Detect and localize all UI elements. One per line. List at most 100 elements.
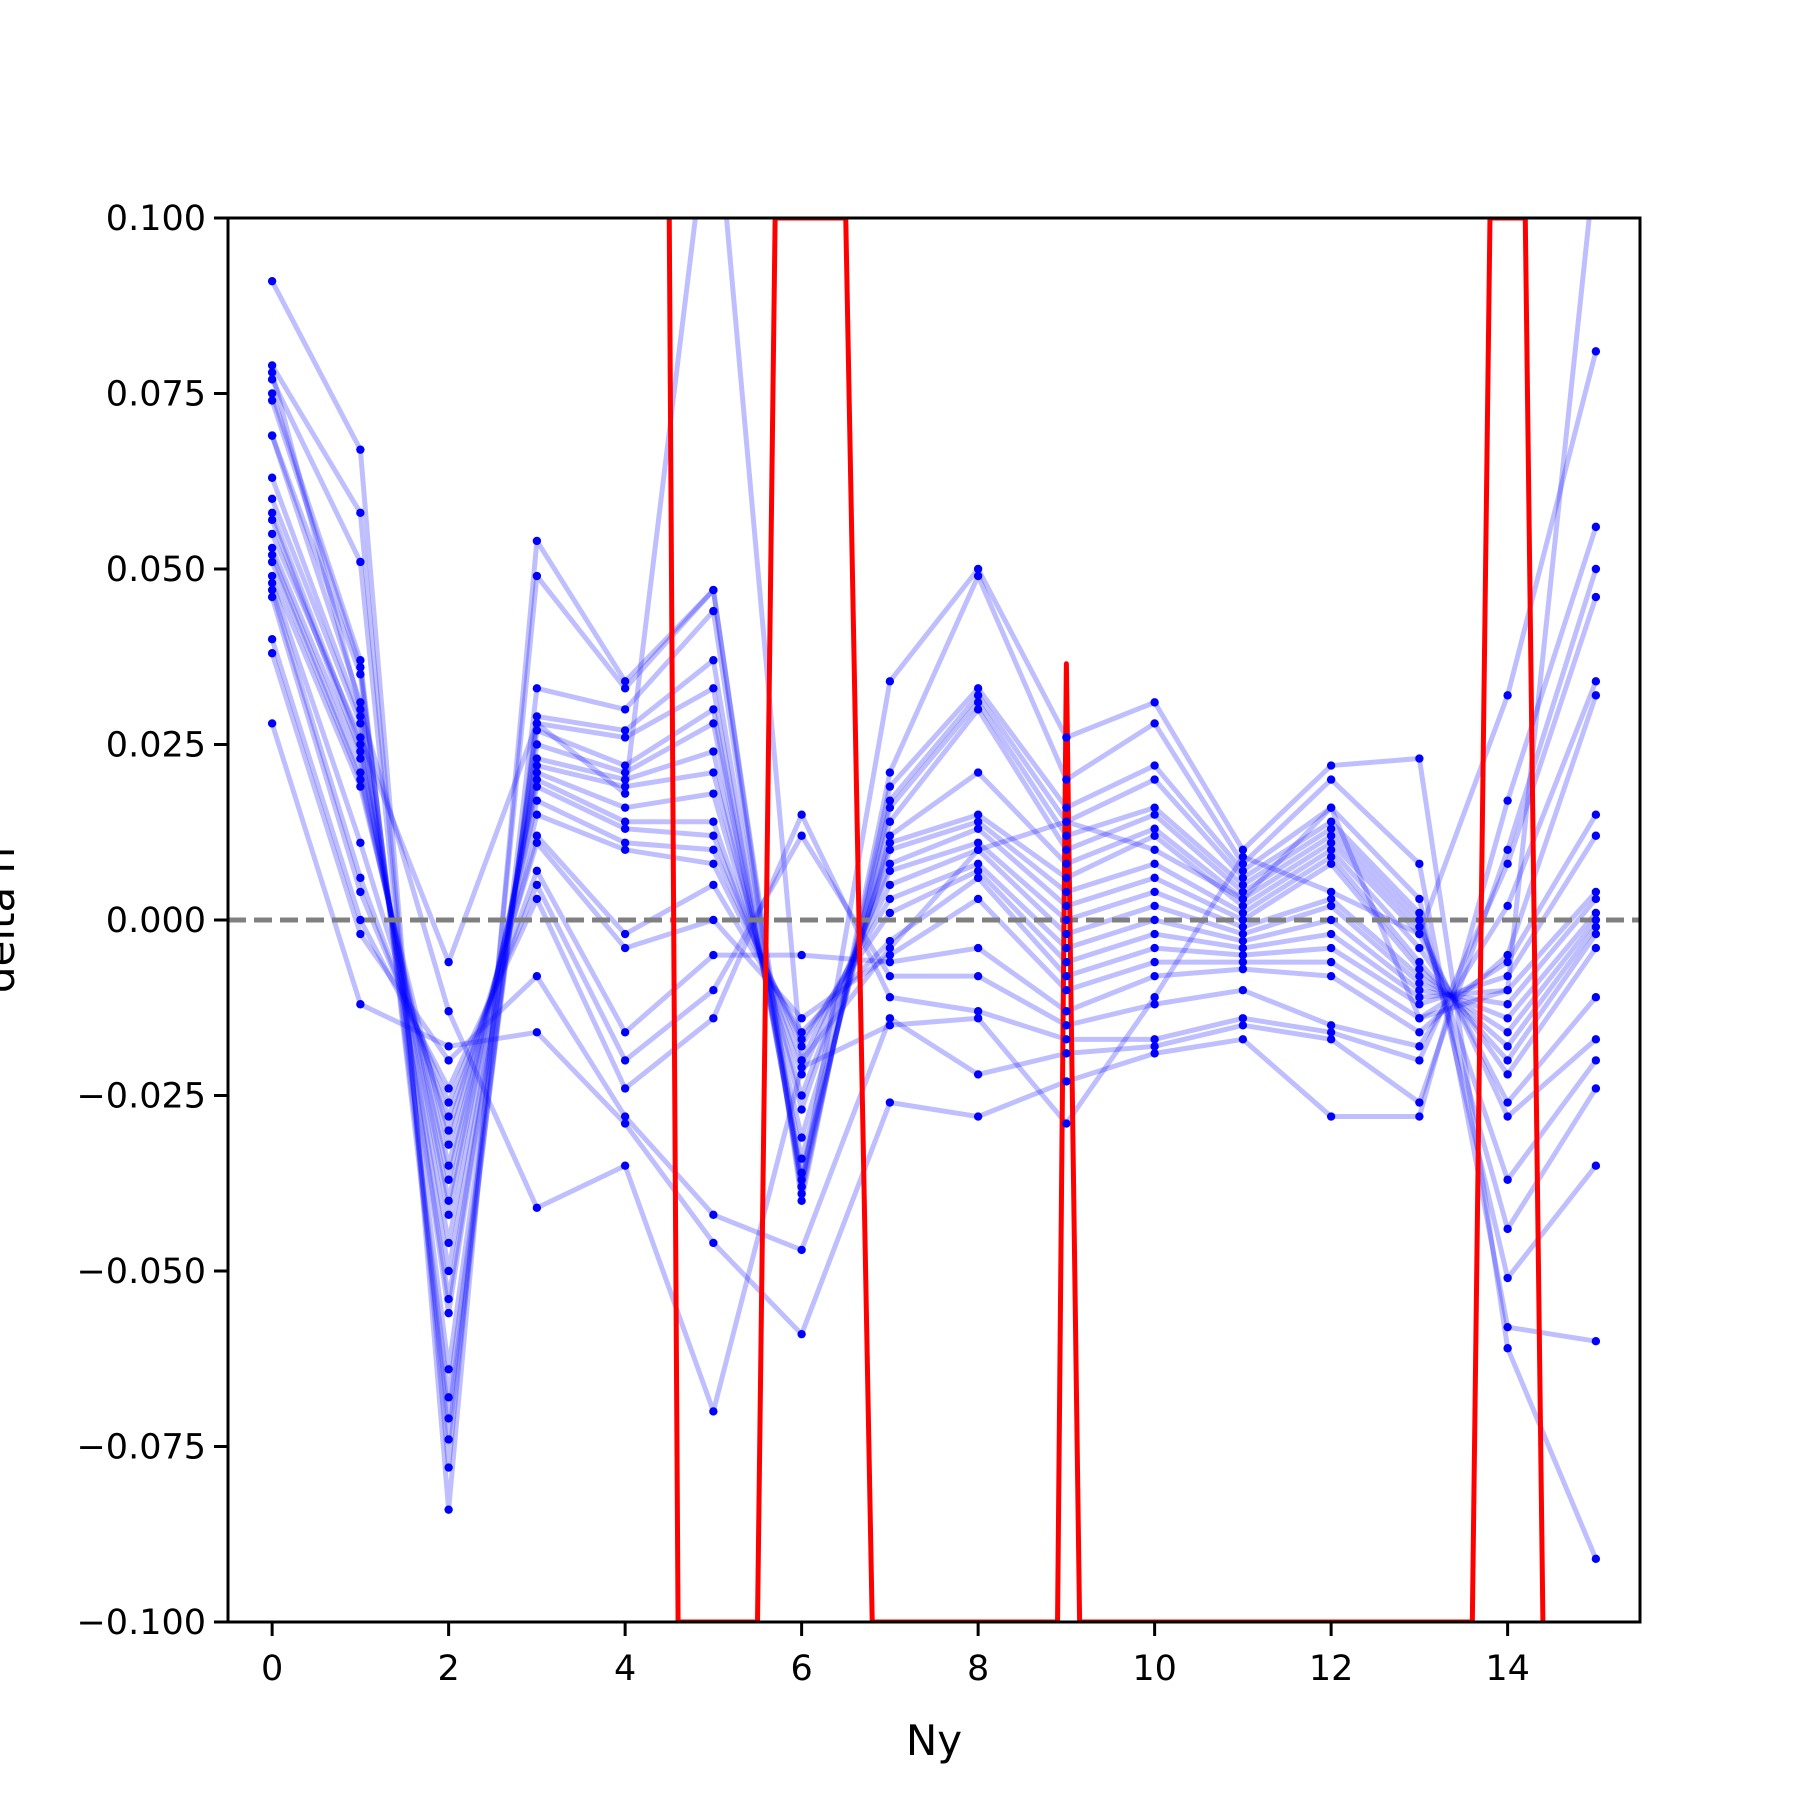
data-point	[1415, 1028, 1424, 1037]
data-point	[267, 431, 277, 440]
data-point	[1062, 831, 1071, 840]
data-point	[1415, 922, 1424, 932]
data-point	[1326, 915, 1336, 925]
data-point	[444, 1140, 453, 1149]
data-point	[620, 761, 630, 770]
data-point	[532, 726, 542, 735]
data-point	[532, 894, 542, 904]
data-point	[885, 845, 895, 854]
data-point	[1503, 1000, 1512, 1009]
data-point	[1238, 887, 1248, 897]
data-point	[267, 635, 277, 644]
data-point	[620, 677, 630, 686]
data-point	[1326, 901, 1336, 911]
data-point	[1150, 1049, 1159, 1058]
data-point	[1150, 1000, 1159, 1009]
data-point	[709, 1238, 718, 1248]
data-point	[1150, 859, 1159, 869]
data-point	[444, 1007, 453, 1016]
data-point	[1062, 859, 1071, 869]
data-point	[267, 592, 277, 602]
data-point	[1503, 901, 1512, 911]
data-point	[973, 564, 983, 574]
data-point	[1326, 803, 1336, 812]
y-tick-label: −0.075	[76, 1428, 206, 1468]
data-point	[532, 740, 542, 749]
data-point	[1591, 1554, 1601, 1564]
data-point	[356, 873, 365, 883]
data-point	[1238, 922, 1248, 932]
data-point	[885, 782, 895, 791]
series-line-14	[269, 561, 1598, 1169]
y-tick-label: −0.025	[76, 1077, 206, 1117]
data-point	[797, 1329, 806, 1339]
series-line-20	[269, 568, 1599, 1253]
data-point	[620, 775, 630, 784]
data-point	[973, 768, 983, 777]
series-line-6	[269, 434, 1598, 1372]
data-point	[1326, 838, 1336, 847]
data-point	[1591, 908, 1601, 918]
data-point	[973, 705, 983, 714]
data-point	[532, 782, 542, 791]
data-point	[1415, 894, 1424, 904]
data-point	[797, 831, 806, 840]
data-point	[885, 796, 895, 805]
data-point	[885, 950, 895, 960]
data-point	[709, 950, 718, 960]
data-point	[532, 831, 542, 840]
data-point	[1238, 957, 1248, 967]
data-point	[356, 656, 365, 665]
data-point	[356, 775, 365, 784]
data-point	[885, 957, 895, 967]
data-point	[1503, 1014, 1512, 1023]
data-point	[267, 578, 277, 588]
x-tick-label: 10	[1132, 1649, 1177, 1689]
data-point	[885, 993, 895, 1002]
data-point	[1238, 964, 1248, 974]
data-point	[797, 1035, 806, 1044]
data-point	[1591, 929, 1601, 939]
data-point	[1415, 859, 1424, 869]
data-point	[1238, 873, 1248, 883]
x-tick-label: 2	[437, 1649, 459, 1689]
data-point	[709, 789, 718, 798]
data-point	[1326, 775, 1336, 784]
data-point	[356, 698, 365, 707]
data-point	[1415, 929, 1424, 939]
data-point	[1150, 719, 1159, 728]
data-point	[709, 719, 718, 728]
data-point	[1503, 1028, 1512, 1037]
data-point	[797, 1196, 806, 1206]
data-point	[709, 1210, 718, 1220]
data-point	[885, 677, 895, 686]
data-point	[620, 768, 630, 777]
data-point	[709, 845, 718, 854]
data-point	[1150, 831, 1159, 840]
data-point	[1503, 1112, 1512, 1121]
data-point	[620, 1084, 630, 1093]
data-point	[532, 838, 542, 847]
series-line-1	[269, 280, 1599, 1560]
data-point	[1150, 901, 1159, 911]
data-point	[1326, 929, 1336, 939]
data-point	[1415, 986, 1424, 995]
data-point	[973, 838, 983, 847]
data-point	[1591, 894, 1601, 904]
data-point	[620, 1161, 630, 1170]
data-point	[1326, 943, 1336, 953]
data-point	[267, 543, 277, 553]
data-point	[709, 768, 718, 777]
data-point	[1326, 1028, 1336, 1037]
data-point	[1415, 1098, 1424, 1107]
data-point	[709, 880, 718, 890]
data-point	[1062, 901, 1071, 911]
data-point	[1415, 971, 1424, 981]
data-point	[267, 396, 277, 405]
data-point	[444, 1414, 453, 1423]
data-point	[797, 810, 806, 819]
data-point	[620, 726, 630, 735]
data-point	[1591, 831, 1601, 840]
data-point	[267, 571, 277, 581]
